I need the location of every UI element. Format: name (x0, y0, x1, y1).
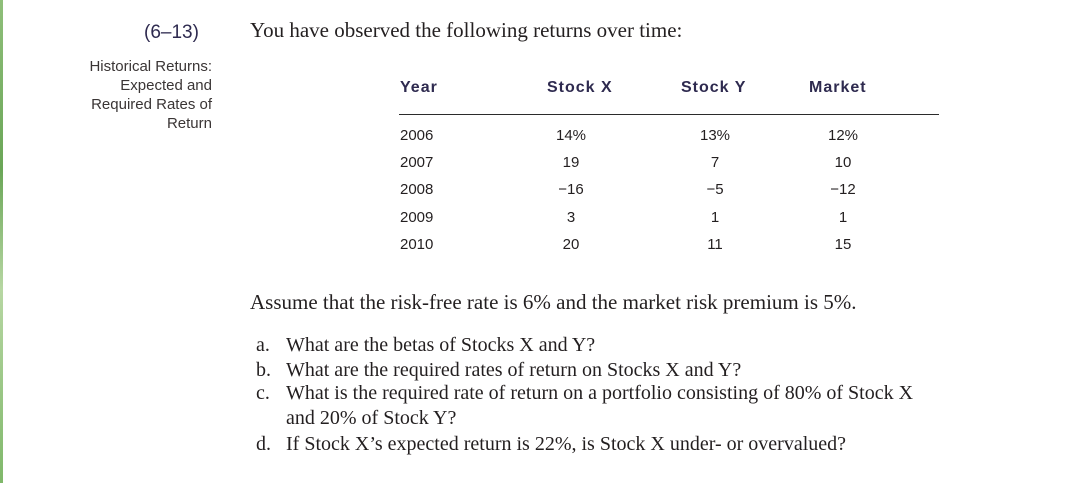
question-letter: c. (256, 382, 270, 404)
question-b: b. What are the required rates of return … (256, 358, 741, 383)
question-letter: d. (256, 433, 271, 455)
column-header-market: Market (809, 79, 867, 96)
question-c: c. What is the required rate of return on… (256, 381, 913, 431)
table-cell-stock-x: 19 (562, 154, 580, 171)
topic-line: Historical Returns: (89, 58, 212, 75)
question-text: What is the required rate of return on a… (286, 382, 914, 404)
column-header-stock-y: Stock Y (681, 79, 747, 96)
table-cell-stock-y: 13% (699, 127, 731, 144)
question-text: What are the betas of Stocks X and Y? (286, 334, 596, 356)
table-header-rule (399, 114, 939, 115)
assumption-text: Assume that the risk-free rate is 6% and… (250, 290, 857, 314)
topic-line: Return (166, 115, 212, 132)
table-cell-year: 2008 (400, 181, 434, 198)
question-text: What are the required rates of return on… (286, 359, 742, 381)
topic-line: Required Rates of (91, 96, 212, 113)
table-cell-year: 2007 (400, 154, 434, 171)
table-cell-stock-y: −5 (706, 181, 724, 198)
table-cell-stock-x: 20 (562, 236, 580, 253)
table-cell-market: 15 (834, 236, 852, 253)
table-cell-stock-x: 14% (555, 127, 587, 144)
table-cell-stock-x: 3 (566, 209, 576, 226)
table-cell-market: 10 (834, 154, 852, 171)
topic-line: Expected and (120, 77, 212, 94)
table-cell-stock-y: 11 (707, 236, 723, 253)
table-cell-year: 2010 (400, 236, 434, 253)
table-cell-year: 2006 (400, 127, 434, 144)
question-a: a. What are the betas of Stocks X and Y? (256, 333, 595, 358)
question-letter: b. (256, 359, 271, 381)
question-text: If Stock X’s expected return is 22%, is … (286, 433, 846, 455)
column-header-year: Year (400, 79, 438, 96)
question-letter: a. (256, 334, 270, 356)
topic-label: Historical Returns: Expected and Require… (52, 57, 212, 133)
table-cell-market: 12% (827, 127, 859, 144)
table-cell-stock-x: −16 (558, 181, 584, 198)
left-margin-decoration (0, 0, 3, 483)
table-cell-stock-y: 7 (710, 154, 720, 171)
table-cell-year: 2009 (400, 209, 434, 226)
question-text-continued: and 20% of Stock Y? (286, 407, 457, 429)
table-cell-stock-y: 1 (710, 209, 720, 226)
question-d: d. If Stock X’s expected return is 22%, i… (256, 432, 846, 457)
column-header-stock-x: Stock X (547, 79, 613, 96)
table-cell-market: 1 (838, 209, 848, 226)
intro-text: You have observed the following returns … (250, 18, 683, 42)
problem-number: (6–13) (144, 22, 199, 43)
table-cell-market: −12 (830, 181, 856, 198)
